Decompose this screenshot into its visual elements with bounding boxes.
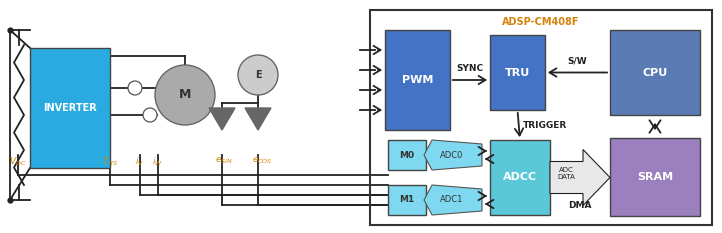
Text: M0: M0	[399, 151, 414, 160]
Text: $i_V$: $i_V$	[136, 155, 144, 168]
Bar	[388, 140, 426, 170]
Bar	[610, 138, 700, 216]
Bar	[370, 10, 712, 225]
Text: ADSP-CM408F: ADSP-CM408F	[503, 17, 580, 27]
Text: TRU: TRU	[505, 68, 530, 78]
Text: S/W: S/W	[567, 56, 587, 65]
Bar	[385, 30, 450, 130]
Text: E: E	[255, 70, 261, 80]
Ellipse shape	[238, 55, 278, 95]
Text: $T_{HS}$: $T_{HS}$	[102, 155, 118, 168]
Text: ADC
DATA: ADC DATA	[557, 167, 575, 180]
Polygon shape	[209, 108, 235, 130]
Text: ADCC: ADCC	[503, 172, 537, 182]
Bar	[490, 140, 550, 215]
Bar	[388, 185, 426, 215]
Text: SRAM: SRAM	[637, 172, 673, 182]
Text: ADC0: ADC0	[440, 151, 464, 160]
Text: $e_{SIN}$: $e_{SIN}$	[215, 155, 233, 165]
Circle shape	[143, 108, 157, 122]
Polygon shape	[245, 108, 271, 130]
Text: PWM: PWM	[402, 75, 433, 85]
Bar	[30, 48, 110, 168]
Text: TRIGGER: TRIGGER	[523, 120, 567, 130]
Text: $V_{DC}$: $V_{DC}$	[9, 155, 27, 168]
Polygon shape	[424, 140, 482, 170]
Bar	[610, 30, 700, 115]
Text: $e_{COS}$: $e_{COS}$	[252, 155, 272, 165]
Circle shape	[128, 81, 142, 95]
Text: ADC1: ADC1	[440, 195, 464, 205]
Ellipse shape	[155, 65, 215, 125]
Text: M1: M1	[399, 195, 414, 205]
Text: M: M	[179, 89, 191, 102]
Polygon shape	[550, 150, 610, 206]
Text: CPU: CPU	[643, 68, 668, 78]
Text: DMA: DMA	[568, 202, 592, 210]
Text: INVERTER: INVERTER	[43, 103, 97, 113]
Bar	[490, 35, 545, 110]
Polygon shape	[424, 185, 482, 215]
Text: SYNC: SYNC	[456, 64, 484, 73]
Text: $i_W$: $i_W$	[152, 155, 163, 168]
